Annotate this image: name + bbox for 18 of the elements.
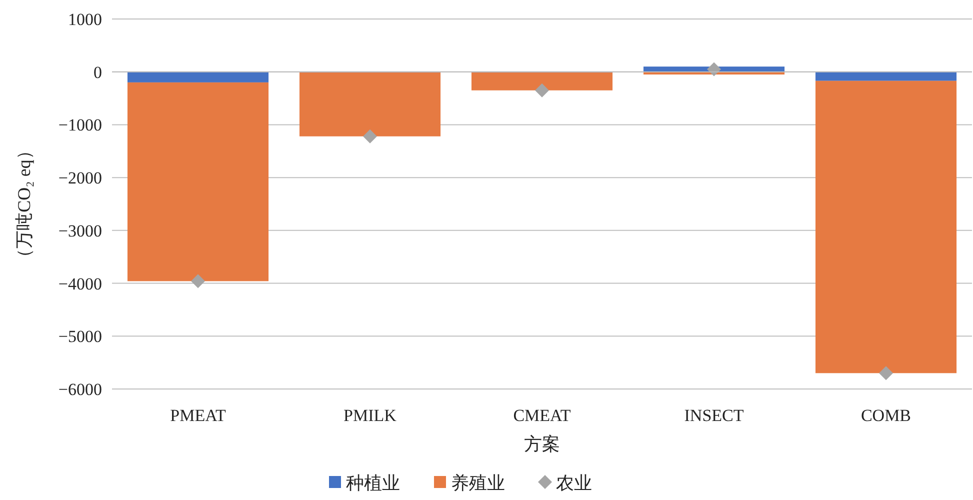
x-tick-label: INSECT <box>684 406 744 425</box>
x-tick-label: PMILK <box>344 406 398 425</box>
legend-label: 养殖业 <box>451 473 505 493</box>
x-axis-title: 方案 <box>524 434 560 454</box>
y-tick-label: −3000 <box>58 221 102 240</box>
y-tick-label: 0 <box>94 62 102 82</box>
y-axis-title: （万吨CO₂ eq） <box>14 142 34 266</box>
legend-label: 农业 <box>556 473 592 493</box>
y-tick-label: −4000 <box>58 274 102 294</box>
x-tick-label: COMB <box>860 406 912 425</box>
y-tick-label: −6000 <box>58 380 102 399</box>
y-tick-label: −2000 <box>58 168 102 188</box>
x-tick-label: PMEAT <box>170 406 226 425</box>
y-tick-label: −1000 <box>58 116 102 135</box>
y-tick-label: 1000 <box>68 10 102 29</box>
y-tick-label: −5000 <box>58 327 102 346</box>
x-tick-label: CMEAT <box>513 406 572 425</box>
legend-label: 种植业 <box>346 473 400 493</box>
